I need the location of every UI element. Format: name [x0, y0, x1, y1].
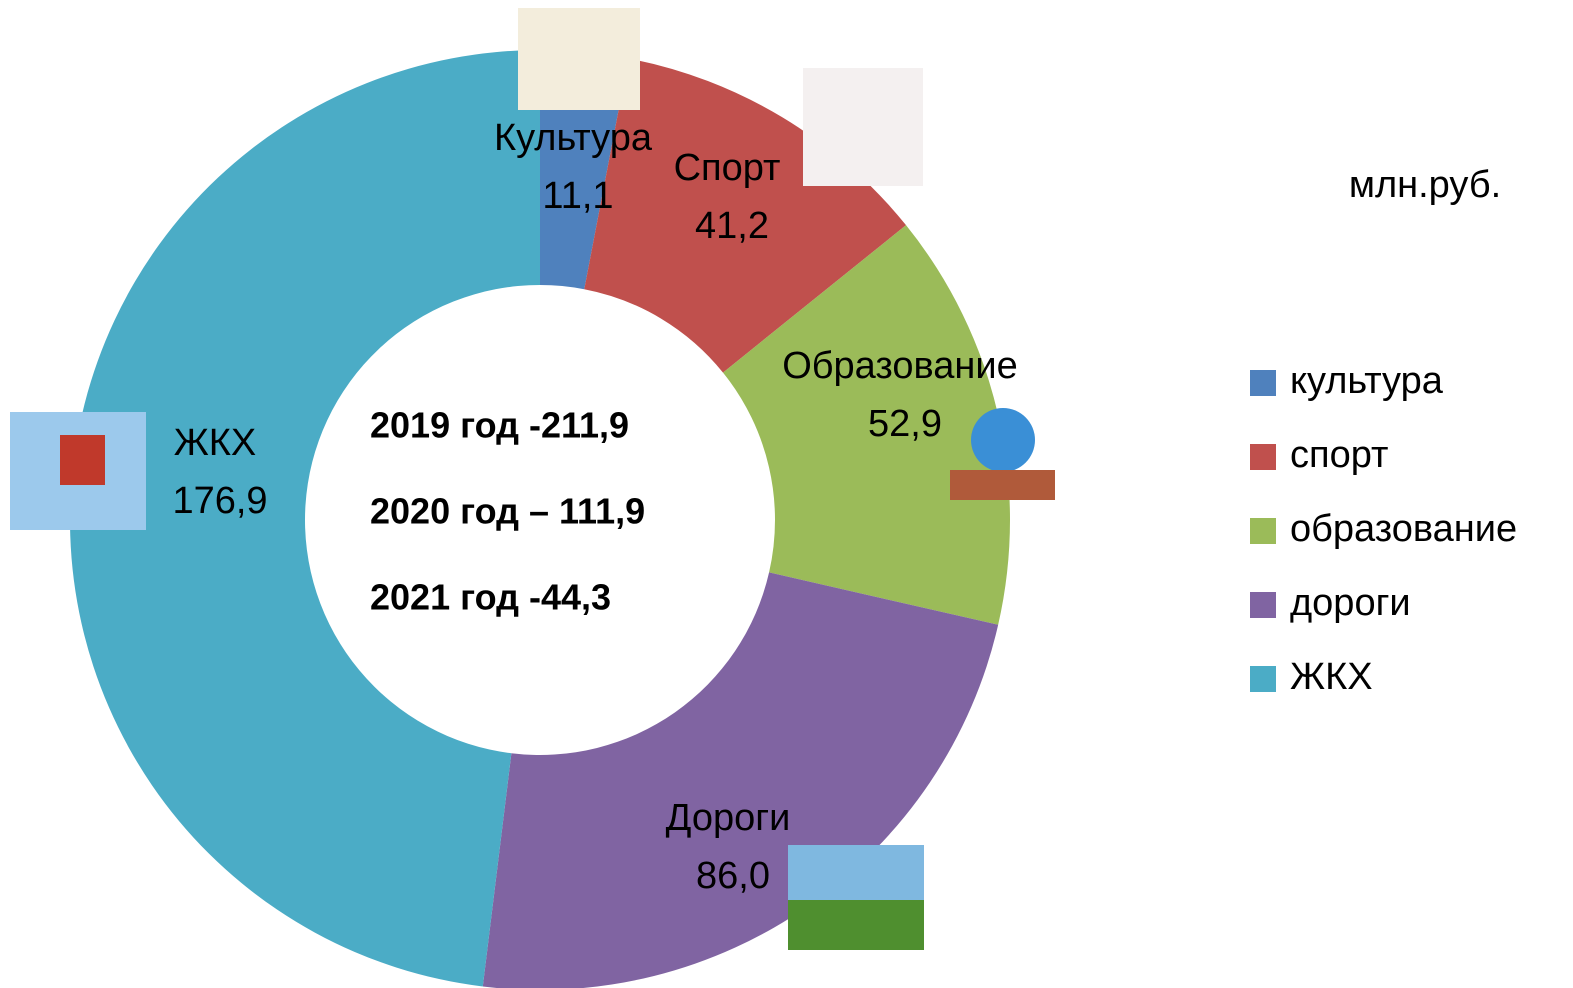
data-label-value: 176,9: [172, 480, 267, 522]
data-label-value: 86,0: [696, 855, 770, 897]
icon-culture: [518, 8, 640, 110]
legend-label: дороги: [1290, 582, 1411, 624]
icon-education: [971, 408, 1035, 472]
center-annotation: 2021 год -44,3: [370, 577, 611, 618]
data-label-name: Культура: [494, 117, 653, 159]
data-label-name: Дороги: [666, 797, 791, 839]
legend-swatch: [1250, 370, 1276, 396]
icon-education-books: [950, 470, 1055, 500]
legend-label: спорт: [1290, 434, 1388, 476]
data-label-value: 41,2: [695, 205, 769, 247]
legend-swatch: [1250, 444, 1276, 470]
legend-label: образование: [1290, 508, 1517, 550]
legend-swatch: [1250, 592, 1276, 618]
chart: млн.руб. Культура 11,1 Спорт 41,2 Образовани…: [0, 0, 1573, 988]
legend-swatch: [1250, 666, 1276, 692]
data-label-name: Образование: [782, 345, 1018, 387]
legend-label: ЖКХ: [1290, 656, 1373, 698]
icon-sport: [803, 68, 923, 186]
data-label-value: 11,1: [542, 175, 613, 217]
data-label-name: ЖКХ: [174, 422, 257, 464]
unit-label: млн.руб.: [1349, 164, 1501, 206]
legend-swatch: [1250, 518, 1276, 544]
legend-label: культура: [1290, 360, 1444, 402]
center-annotation: 2019 год -211,9: [370, 405, 629, 446]
center-annotation: 2020 год – 111,9: [370, 491, 645, 532]
data-label-value: 52,9: [868, 403, 942, 445]
icon-housing-house: [60, 435, 105, 485]
data-label-name: Спорт: [674, 147, 781, 189]
icon-roads-grass: [788, 900, 924, 950]
